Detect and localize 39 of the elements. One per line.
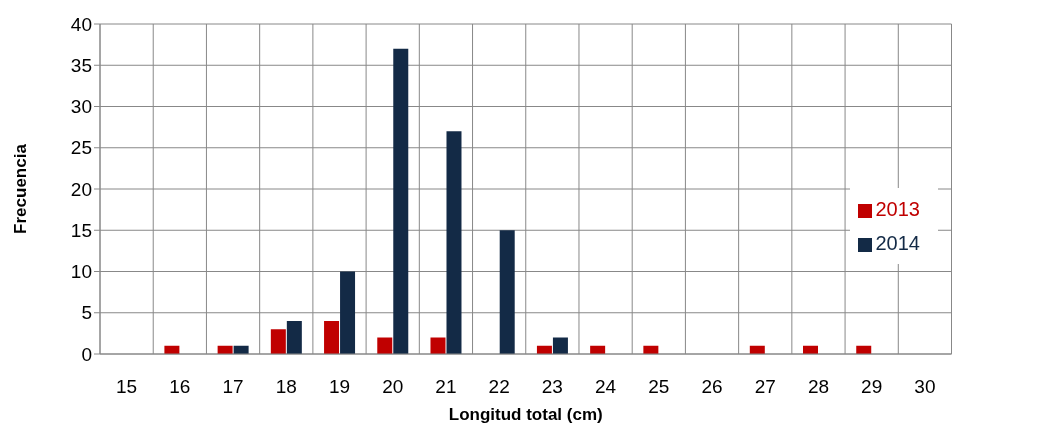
bar (499, 230, 515, 354)
x-tick-label: 24 (595, 376, 617, 398)
x-tick-label: 16 (169, 376, 191, 398)
x-tick-label: 23 (541, 376, 563, 398)
legend-label: 2014 (875, 232, 920, 254)
x-axis-title: Longitud total (cm) (448, 405, 603, 424)
y-tick-label: 30 (70, 96, 92, 118)
x-tick-label: 20 (382, 376, 404, 398)
y-axis-title: Frecuencia (11, 143, 31, 234)
y-tick-label: 20 (70, 178, 92, 200)
y-tick-label: 35 (70, 54, 92, 76)
x-tick-label: 30 (914, 376, 936, 398)
x-tick-label: 21 (435, 376, 457, 398)
bar (340, 271, 356, 354)
bar (446, 131, 462, 354)
y-tick-label: 5 (81, 302, 92, 324)
bar (286, 321, 302, 354)
bar (393, 48, 409, 354)
y-tick-label: 15 (70, 219, 92, 241)
bar (430, 337, 446, 354)
x-tick-label: 25 (648, 376, 670, 398)
x-tick-label: 22 (488, 376, 510, 398)
x-tick-label: 28 (807, 376, 830, 398)
x-tick-label: 19 (328, 376, 351, 398)
x-tick-label: 17 (222, 376, 244, 398)
bar (377, 337, 393, 354)
x-tick-label: 27 (754, 376, 776, 398)
legend-label: 2013 (875, 198, 920, 220)
x-tick-label: 18 (275, 376, 297, 398)
bar (552, 337, 568, 354)
bar (270, 329, 286, 354)
y-tick-label: 0 (81, 343, 92, 365)
x-tick-label: 26 (701, 376, 723, 398)
x-tick-label: 15 (116, 376, 138, 398)
x-tick-label: 29 (861, 376, 883, 398)
y-tick-label: 25 (70, 137, 92, 159)
y-tick-label: 40 (70, 13, 92, 35)
bar (324, 321, 340, 354)
y-tick-label: 10 (70, 261, 92, 283)
